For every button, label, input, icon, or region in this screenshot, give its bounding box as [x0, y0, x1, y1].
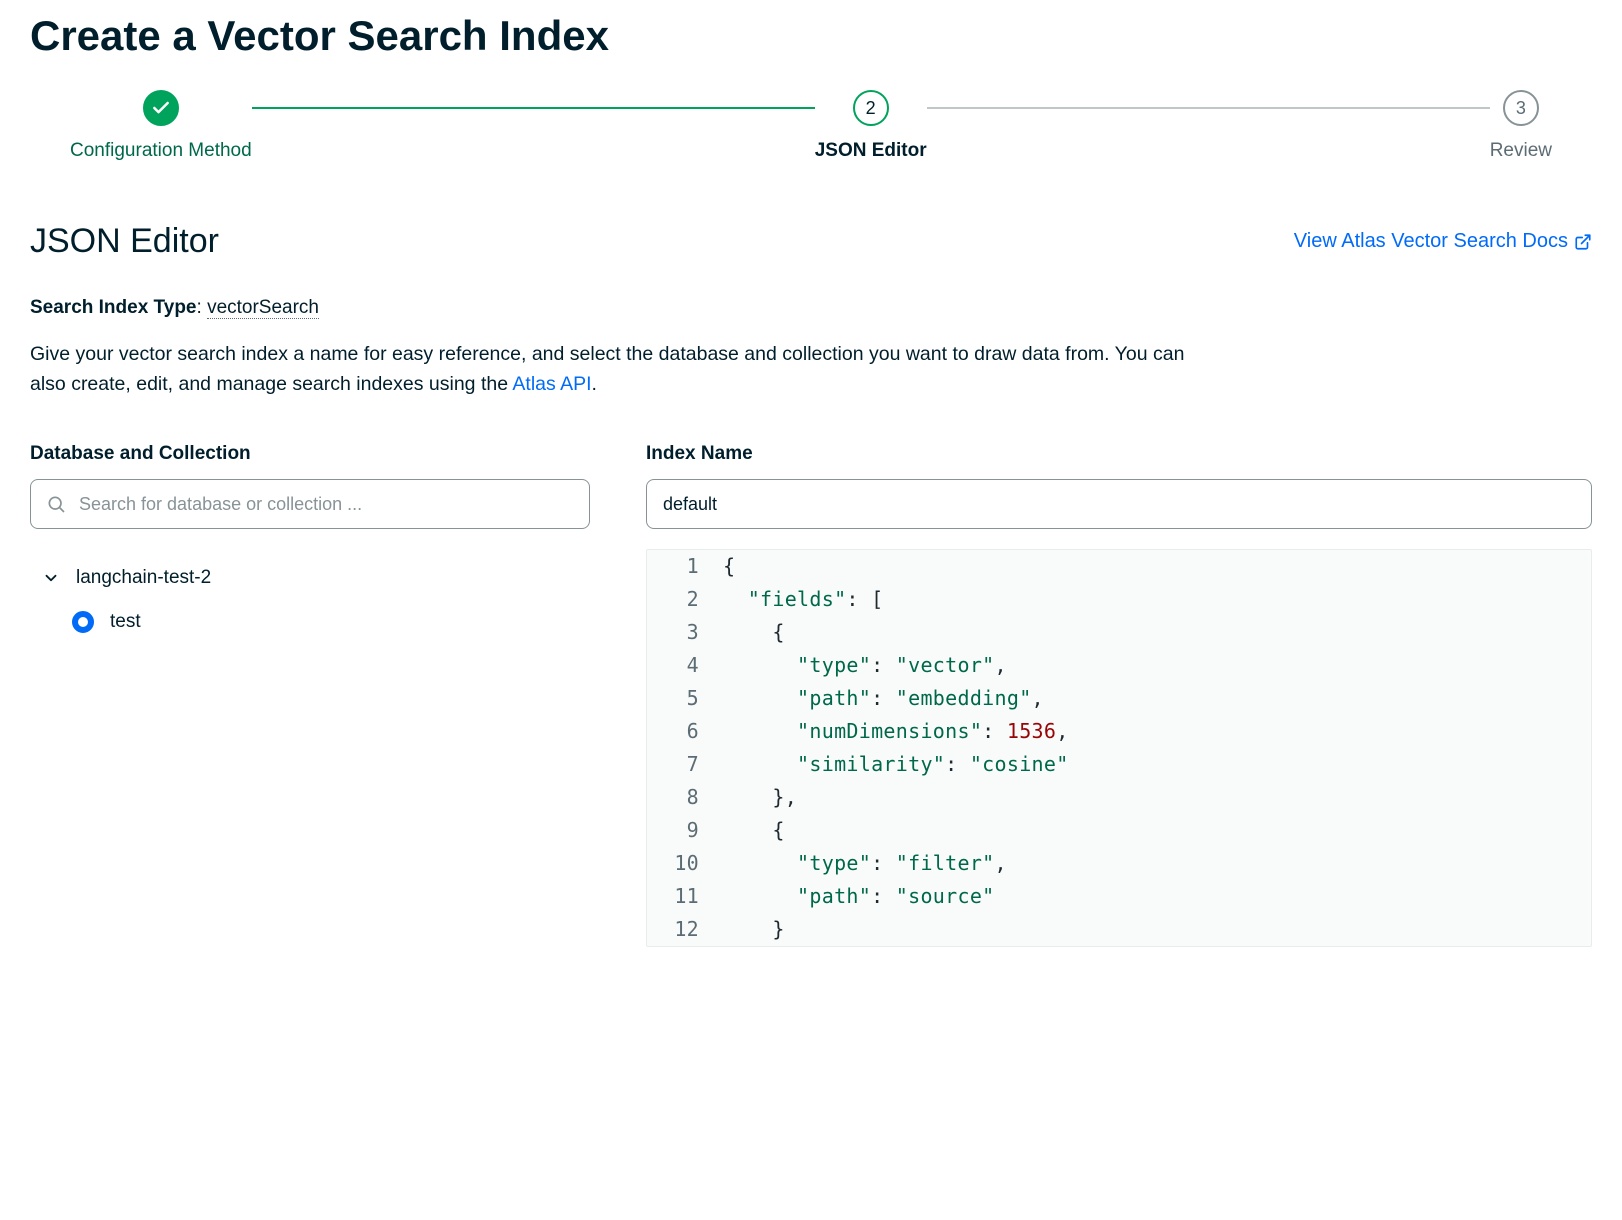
code-content: "path": "source" — [717, 880, 995, 913]
code-line: 9 { — [647, 814, 1591, 847]
stepper: Configuration Method 2 JSON Editor 3 Rev… — [70, 90, 1552, 162]
gutter: 11 — [647, 880, 717, 913]
description-after: . — [592, 373, 597, 395]
external-link-icon — [1574, 233, 1592, 251]
code-line: 3 { — [647, 616, 1591, 649]
step-current-circle: 2 — [853, 90, 889, 126]
code-editor[interactable]: 1{2 "fields": [3 {4 "type": "vector",5 "… — [646, 549, 1592, 947]
search-input[interactable] — [30, 479, 590, 529]
code-line: 1{ — [647, 550, 1591, 583]
gutter: 5 — [647, 682, 717, 715]
step-label: JSON Editor — [815, 140, 927, 162]
tree-collection-label: test — [110, 611, 141, 633]
section-header: JSON Editor View Atlas Vector Search Doc… — [30, 222, 1592, 261]
step-done-circle — [143, 90, 179, 126]
gutter: 10 — [647, 847, 717, 880]
code-content: "fields": [ — [717, 583, 883, 616]
code-line: 2 "fields": [ — [647, 583, 1591, 616]
code-line: 5 "path": "embedding", — [647, 682, 1591, 715]
step-json-editor[interactable]: 2 JSON Editor — [815, 90, 927, 162]
radio-selected-icon — [72, 611, 94, 633]
step-review[interactable]: 3 Review — [1490, 90, 1552, 162]
gutter: 3 — [647, 616, 717, 649]
code-content: { — [717, 814, 785, 847]
gutter: 9 — [647, 814, 717, 847]
code-content: }, — [717, 781, 797, 814]
stepper-connector — [252, 107, 815, 109]
step-label: Review — [1490, 140, 1552, 162]
code-content: { — [717, 616, 785, 649]
code-content: "numDimensions": 1536, — [717, 715, 1069, 748]
description-text: Give your vector search index a name for… — [30, 343, 1184, 395]
code-line: 6 "numDimensions": 1536, — [647, 715, 1591, 748]
gutter: 6 — [647, 715, 717, 748]
gutter: 2 — [647, 583, 717, 616]
step-label: Configuration Method — [70, 140, 252, 162]
code-content: { — [717, 550, 735, 583]
search-wrap — [30, 479, 590, 529]
chevron-down-icon — [42, 569, 60, 587]
gutter: 7 — [647, 748, 717, 781]
index-name-input[interactable] — [646, 479, 1592, 529]
db-tree: langchain-test-2 test — [30, 559, 590, 641]
check-icon — [151, 98, 171, 118]
tree-database[interactable]: langchain-test-2 — [38, 559, 590, 597]
code-content: } — [717, 913, 785, 946]
code-line: 11 "path": "source" — [647, 880, 1591, 913]
code-content: "similarity": "cosine" — [717, 748, 1069, 781]
index-name-column: Index Name 1{2 "fields": [3 {4 "type": "… — [646, 443, 1592, 947]
gutter: 12 — [647, 913, 717, 946]
page-title: Create a Vector Search Index — [30, 12, 1592, 60]
index-name-label: Index Name — [646, 443, 1592, 465]
code-line: 12 } — [647, 913, 1591, 946]
code-content: "type": "vector", — [717, 649, 1007, 682]
code-line: 8 }, — [647, 781, 1591, 814]
index-type-label: Search Index Type — [30, 297, 197, 318]
atlas-api-link[interactable]: Atlas API — [512, 373, 591, 395]
docs-link[interactable]: View Atlas Vector Search Docs — [1294, 230, 1592, 253]
search-icon — [46, 494, 66, 514]
description: Give your vector search index a name for… — [30, 339, 1190, 399]
code-content: "type": "filter", — [717, 847, 1007, 880]
step-configuration-method[interactable]: Configuration Method — [70, 90, 252, 162]
database-collection-column: Database and Collection langchain-test-2… — [30, 443, 590, 947]
step-upcoming-circle: 3 — [1503, 90, 1539, 126]
tree-database-label: langchain-test-2 — [76, 567, 211, 589]
docs-link-text: View Atlas Vector Search Docs — [1294, 230, 1568, 253]
index-type-value: vectorSearch — [207, 297, 319, 319]
gutter: 4 — [647, 649, 717, 682]
gutter: 8 — [647, 781, 717, 814]
code-line: 7 "similarity": "cosine" — [647, 748, 1591, 781]
columns: Database and Collection langchain-test-2… — [30, 443, 1592, 947]
db-collection-label: Database and Collection — [30, 443, 590, 465]
code-line: 10 "type": "filter", — [647, 847, 1591, 880]
code-line: 4 "type": "vector", — [647, 649, 1591, 682]
gutter: 1 — [647, 550, 717, 583]
code-content: "path": "embedding", — [717, 682, 1044, 715]
tree-collection[interactable]: test — [38, 597, 590, 641]
index-type-line: Search Index Type: vectorSearch — [30, 297, 1592, 319]
section-title: JSON Editor — [30, 222, 219, 261]
stepper-connector — [927, 107, 1490, 109]
